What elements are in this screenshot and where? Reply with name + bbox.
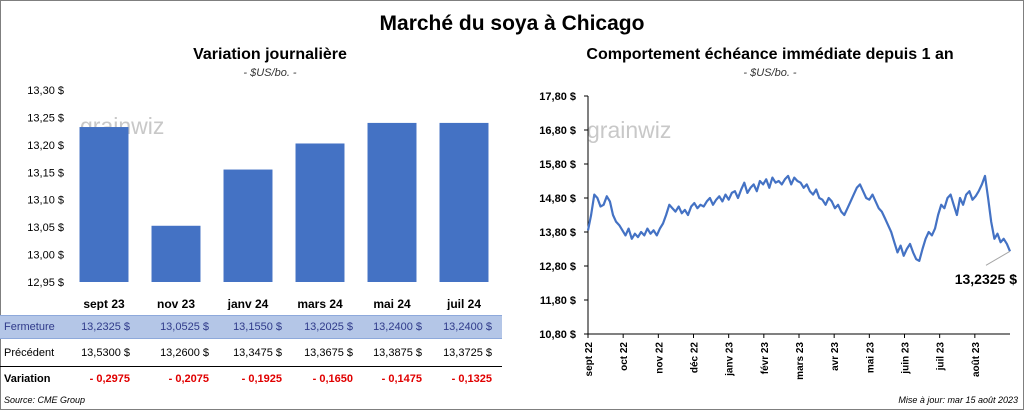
- fermeture-cell: 13,2400 $: [373, 321, 422, 333]
- fermeture-cell: 13,2400 $: [443, 321, 492, 333]
- update-note: Mise à jour: mar 15 août 2023: [898, 395, 1018, 405]
- y-tick-label: 14,80 $: [539, 193, 576, 205]
- bar: [151, 225, 201, 282]
- last-value-leader: [985, 250, 1011, 266]
- x-tick-label: avr 23: [830, 342, 841, 371]
- y-tick-label: 13,30 $: [27, 85, 64, 97]
- y-tick-label: 13,25 $: [27, 112, 64, 124]
- variation-row: Variation - 0,2975 - 0,2075 - 0,1925 - 0…: [0, 368, 502, 390]
- precedent-cell: 13,3875 $: [373, 347, 422, 359]
- x-tick-label: nov 23: [157, 297, 195, 310]
- precedent-cell: 13,3725 $: [443, 347, 492, 359]
- bar: [79, 127, 129, 283]
- y-tick-label: 12,80 $: [539, 261, 576, 273]
- x-tick-label: janv 24: [227, 297, 269, 310]
- x-tick-label: juil 24: [446, 297, 481, 310]
- variation-cell: - 0,1475: [381, 373, 422, 385]
- watermark-logo: grainwiz: [587, 117, 671, 143]
- bar: [223, 169, 273, 282]
- x-tick-label: juin 23: [901, 342, 912, 375]
- page-title: Marché du soya à Chicago: [379, 12, 645, 35]
- variation-label: Variation: [4, 373, 51, 385]
- y-tick-label: 13,10 $: [27, 195, 64, 207]
- x-tick-label: sept 22: [584, 342, 595, 377]
- variation-cell: - 0,2075: [168, 373, 209, 385]
- precedent-cell: 13,3475 $: [233, 347, 282, 359]
- variation-cell: - 0,1325: [451, 373, 492, 385]
- y-tick-label: 15,80 $: [539, 159, 576, 171]
- bar: [439, 122, 489, 282]
- x-tick-label: nov 22: [654, 342, 665, 374]
- x-tick-label: mai 23: [865, 342, 876, 374]
- fermeture-cell: 13,2025 $: [304, 321, 353, 333]
- bar: [295, 143, 345, 282]
- fermeture-cell: 13,0525 $: [160, 321, 209, 333]
- table-separator: [0, 366, 502, 367]
- precedent-cell: 13,2600 $: [160, 347, 209, 359]
- fermeture-row: Fermeture 13,2325 $ 13,0525 $ 13,1550 $ …: [0, 315, 502, 339]
- left-chart-title: Variation journalière: [193, 46, 347, 63]
- last-value-label: 13,2325 $: [955, 271, 1017, 287]
- y-tick-label: 11,80 $: [540, 295, 576, 307]
- source-note: Source: CME Group: [4, 395, 86, 405]
- x-tick-label: déc 22: [690, 342, 701, 374]
- y-tick-label: 13,05 $: [27, 222, 64, 234]
- price-line: [586, 174, 1012, 262]
- precedent-cell: 13,5300 $: [81, 347, 130, 359]
- x-tick-label: mars 23: [795, 342, 806, 380]
- bar: [367, 122, 417, 282]
- x-tick-label: mars 24: [297, 297, 343, 310]
- y-tick-label: 17,80 $: [539, 91, 576, 103]
- fermeture-label: Fermeture: [4, 321, 55, 333]
- y-tick-label: 13,00 $: [27, 250, 64, 262]
- precedent-row: Précédent 13,5300 $ 13,2600 $ 13,3475 $ …: [0, 342, 502, 364]
- y-tick-label: 10,80 $: [539, 329, 576, 341]
- x-tick-label: sept 23: [83, 297, 125, 310]
- y-tick-label: 12,95 $: [27, 277, 64, 289]
- fermeture-cell: 13,1550 $: [233, 321, 282, 333]
- x-tick-label: juil 23: [936, 342, 947, 372]
- y-tick-label: 13,20 $: [27, 140, 64, 152]
- x-tick-label: oct 22: [619, 342, 630, 371]
- right-chart-unit: - $US/bo. -: [743, 67, 797, 79]
- precedent-label: Précédent: [4, 347, 55, 359]
- x-tick-label: mai 24: [373, 297, 411, 310]
- right-chart-title: Comportement échéance immédiate depuis 1…: [586, 46, 954, 63]
- variation-cell: - 0,1650: [312, 373, 353, 385]
- variation-cell: - 0,1925: [241, 373, 282, 385]
- line-chart: grainwiz 10,80 $ 11,80 $ 12,80 $ 13,80 $ 14,…: [539, 91, 1017, 380]
- y-tick-label: 13,80 $: [539, 227, 576, 239]
- y-tick-label: 13,15 $: [27, 167, 64, 179]
- watermark-text: grainwiz: [587, 117, 671, 143]
- x-tick-label: août 23: [971, 342, 982, 377]
- y-tick-label: 16,80 $: [539, 125, 576, 137]
- fermeture-cell: 13,2325 $: [81, 321, 130, 333]
- bar-chart: grainwiz 12,95 $13,00 $13,05 $13,10 $13,…: [27, 85, 489, 310]
- variation-cell: - 0,2975: [89, 373, 130, 385]
- x-tick-label: janv 23: [725, 342, 736, 377]
- left-chart-unit: - $US/bo. -: [243, 67, 297, 79]
- precedent-cell: 13,3675 $: [304, 347, 353, 359]
- x-tick-label: févr 23: [760, 342, 771, 375]
